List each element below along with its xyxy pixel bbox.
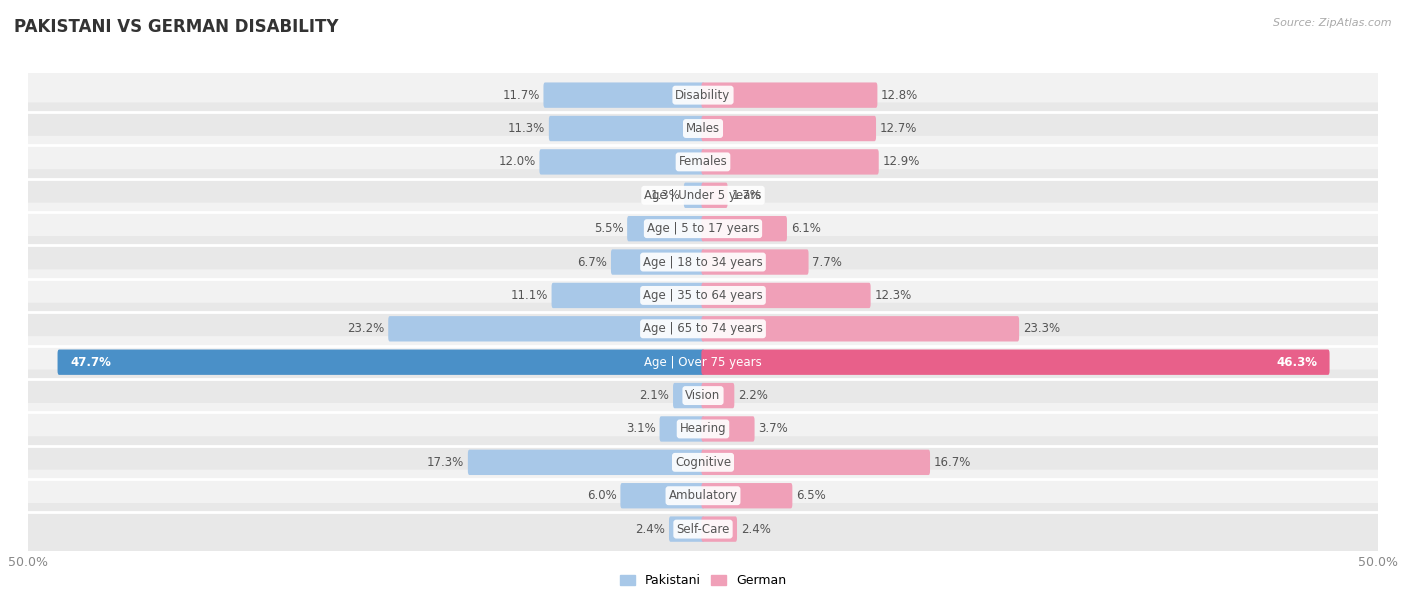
Text: Source: ZipAtlas.com: Source: ZipAtlas.com (1274, 18, 1392, 28)
FancyBboxPatch shape (702, 416, 755, 442)
Text: Vision: Vision (685, 389, 721, 402)
FancyBboxPatch shape (702, 116, 876, 141)
FancyBboxPatch shape (620, 483, 704, 509)
Text: Age | 35 to 64 years: Age | 35 to 64 years (643, 289, 763, 302)
Text: 6.7%: 6.7% (578, 256, 607, 269)
FancyBboxPatch shape (58, 349, 704, 375)
FancyBboxPatch shape (24, 503, 1382, 555)
FancyBboxPatch shape (24, 436, 1382, 488)
FancyBboxPatch shape (702, 450, 929, 475)
FancyBboxPatch shape (24, 336, 1382, 388)
FancyBboxPatch shape (702, 283, 870, 308)
FancyBboxPatch shape (24, 236, 1382, 288)
Text: 2.1%: 2.1% (640, 389, 669, 402)
FancyBboxPatch shape (540, 149, 704, 174)
Text: 46.3%: 46.3% (1277, 356, 1317, 368)
Text: 2.2%: 2.2% (738, 389, 768, 402)
FancyBboxPatch shape (683, 182, 704, 208)
Text: 12.0%: 12.0% (498, 155, 536, 168)
FancyBboxPatch shape (24, 269, 1382, 321)
Text: 47.7%: 47.7% (70, 356, 111, 368)
Legend: Pakistani, German: Pakistani, German (614, 569, 792, 592)
FancyBboxPatch shape (24, 170, 1382, 222)
FancyBboxPatch shape (627, 216, 704, 241)
Text: Age | 65 to 74 years: Age | 65 to 74 years (643, 323, 763, 335)
Text: 1.3%: 1.3% (651, 188, 681, 202)
Text: Females: Females (679, 155, 727, 168)
FancyBboxPatch shape (24, 203, 1382, 255)
Text: 1.7%: 1.7% (731, 188, 761, 202)
Text: 23.2%: 23.2% (347, 323, 384, 335)
Text: 6.0%: 6.0% (586, 489, 617, 502)
FancyBboxPatch shape (24, 469, 1382, 522)
FancyBboxPatch shape (702, 182, 727, 208)
Text: 12.7%: 12.7% (880, 122, 917, 135)
FancyBboxPatch shape (468, 450, 704, 475)
FancyBboxPatch shape (24, 303, 1382, 355)
Text: Cognitive: Cognitive (675, 456, 731, 469)
Text: 7.7%: 7.7% (813, 256, 842, 269)
FancyBboxPatch shape (24, 136, 1382, 188)
FancyBboxPatch shape (24, 370, 1382, 422)
FancyBboxPatch shape (702, 216, 787, 241)
Text: Age | Under 5 years: Age | Under 5 years (644, 188, 762, 202)
Text: Ambulatory: Ambulatory (668, 489, 738, 502)
Text: 2.4%: 2.4% (741, 523, 770, 536)
Text: 11.1%: 11.1% (510, 289, 548, 302)
FancyBboxPatch shape (548, 116, 704, 141)
FancyBboxPatch shape (702, 316, 1019, 341)
Text: Males: Males (686, 122, 720, 135)
FancyBboxPatch shape (24, 403, 1382, 455)
Text: 12.9%: 12.9% (883, 155, 920, 168)
Text: 12.8%: 12.8% (882, 89, 918, 102)
FancyBboxPatch shape (24, 102, 1382, 155)
FancyBboxPatch shape (673, 383, 704, 408)
FancyBboxPatch shape (702, 249, 808, 275)
Text: 11.3%: 11.3% (508, 122, 546, 135)
Text: 3.1%: 3.1% (626, 422, 655, 436)
Text: 11.7%: 11.7% (502, 89, 540, 102)
FancyBboxPatch shape (702, 149, 879, 174)
FancyBboxPatch shape (551, 283, 704, 308)
FancyBboxPatch shape (702, 83, 877, 108)
FancyBboxPatch shape (612, 249, 704, 275)
Text: Age | 5 to 17 years: Age | 5 to 17 years (647, 222, 759, 235)
Text: Self-Care: Self-Care (676, 523, 730, 536)
FancyBboxPatch shape (24, 69, 1382, 121)
Text: 16.7%: 16.7% (934, 456, 972, 469)
Text: PAKISTANI VS GERMAN DISABILITY: PAKISTANI VS GERMAN DISABILITY (14, 18, 339, 36)
Text: 17.3%: 17.3% (427, 456, 464, 469)
FancyBboxPatch shape (659, 416, 704, 442)
Text: 3.7%: 3.7% (758, 422, 789, 436)
FancyBboxPatch shape (702, 483, 793, 509)
FancyBboxPatch shape (544, 83, 704, 108)
Text: 6.1%: 6.1% (790, 222, 821, 235)
Text: 5.5%: 5.5% (593, 222, 623, 235)
Text: Disability: Disability (675, 89, 731, 102)
Text: 12.3%: 12.3% (875, 289, 911, 302)
Text: 6.5%: 6.5% (796, 489, 825, 502)
Text: 2.4%: 2.4% (636, 523, 665, 536)
FancyBboxPatch shape (702, 349, 1330, 375)
Text: 23.3%: 23.3% (1024, 323, 1060, 335)
FancyBboxPatch shape (388, 316, 704, 341)
Text: Hearing: Hearing (679, 422, 727, 436)
FancyBboxPatch shape (669, 517, 704, 542)
Text: Age | Over 75 years: Age | Over 75 years (644, 356, 762, 368)
FancyBboxPatch shape (702, 383, 734, 408)
Text: Age | 18 to 34 years: Age | 18 to 34 years (643, 256, 763, 269)
FancyBboxPatch shape (702, 517, 737, 542)
